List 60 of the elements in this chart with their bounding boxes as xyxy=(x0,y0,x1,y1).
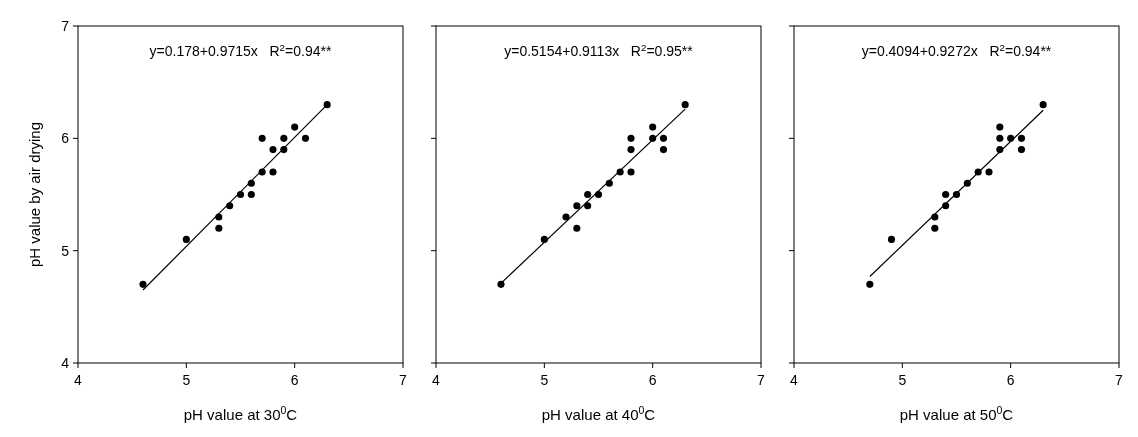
point xyxy=(659,146,668,154)
point xyxy=(562,213,570,221)
annotation: y=0.4094+0.9272x R$^{2}$=0.94** xyxy=(861,41,1052,59)
point xyxy=(627,134,635,142)
point xyxy=(573,224,581,232)
y-tick-label: 6 xyxy=(61,130,70,147)
x-tick-label: 5 xyxy=(182,372,191,388)
y-tick-label: 7 xyxy=(61,17,70,34)
x-tick-label: 4 xyxy=(74,372,83,388)
point xyxy=(139,280,147,288)
point xyxy=(301,134,310,142)
point xyxy=(627,168,635,176)
x-tick-label: 6 xyxy=(290,372,299,388)
point xyxy=(887,235,896,243)
point xyxy=(280,134,288,142)
x-tick-label: 7 xyxy=(1115,372,1124,388)
y-tick-label: 5 xyxy=(61,242,70,259)
point xyxy=(1017,146,1026,154)
point xyxy=(584,202,592,210)
x-axis-title: pH value at 30$^{0}$C xyxy=(183,404,298,423)
point xyxy=(269,168,277,176)
point xyxy=(594,190,603,199)
point xyxy=(269,146,277,154)
x-tick-label: 5 xyxy=(898,372,907,388)
point xyxy=(985,168,993,176)
point xyxy=(942,190,950,199)
x-tick-label: 4 xyxy=(432,372,441,388)
point xyxy=(182,235,190,243)
annotation: y=0.5154+0.9113x R$^{2}$=0.95** xyxy=(504,41,694,59)
point xyxy=(258,134,266,142)
x-tick-label: 7 xyxy=(399,372,408,388)
point xyxy=(573,202,581,210)
point xyxy=(659,134,668,142)
point xyxy=(996,123,1004,131)
point xyxy=(215,224,223,232)
x-axis-title: pH value at 50$^{0}$C xyxy=(899,404,1014,423)
x-tick-label: 6 xyxy=(648,372,657,388)
point xyxy=(681,101,689,109)
point xyxy=(247,190,255,199)
point xyxy=(931,224,939,232)
point xyxy=(236,190,245,199)
point xyxy=(1017,134,1026,142)
x-tick-label: 6 xyxy=(1006,372,1015,388)
x-tick-label: 4 xyxy=(790,372,799,388)
y-axis-title: pH value by air drying xyxy=(26,121,43,268)
point xyxy=(605,179,613,187)
point xyxy=(1039,101,1047,109)
annotation: y=0.178+0.9715x R$^{2}$=0.94** xyxy=(149,41,332,59)
point xyxy=(996,134,1004,142)
point xyxy=(866,280,874,288)
point xyxy=(584,190,592,199)
y-tick-label: 4 xyxy=(61,354,70,371)
point xyxy=(627,146,635,154)
point xyxy=(497,280,505,288)
x-tick-label: 5 xyxy=(540,372,549,388)
x-tick-label: 7 xyxy=(757,372,766,388)
x-axis-title: pH value at 40$^{0}$C xyxy=(541,404,656,423)
point xyxy=(323,101,331,109)
point xyxy=(291,123,299,131)
point xyxy=(649,123,657,131)
